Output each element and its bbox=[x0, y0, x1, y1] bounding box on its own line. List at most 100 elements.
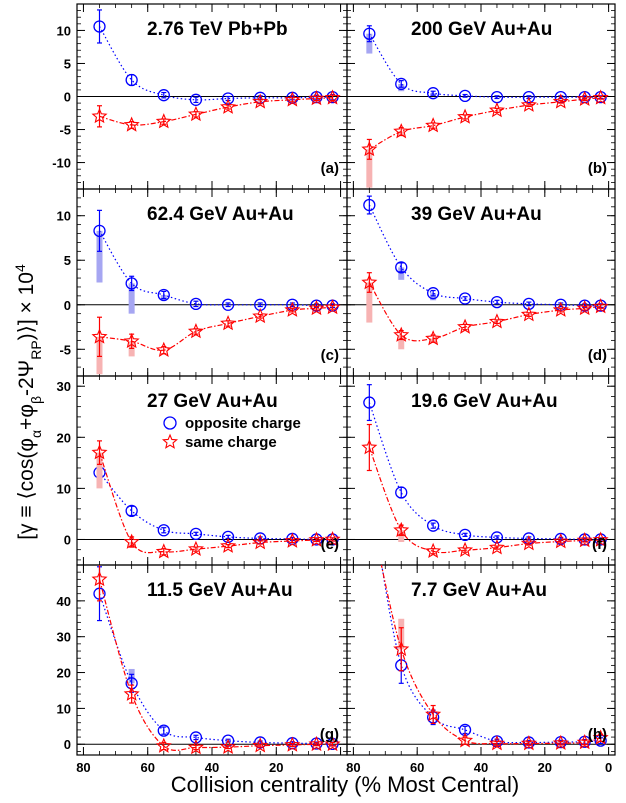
same-charge-point bbox=[592, 89, 609, 105]
panels-group: -10 -5 0 5 10 2.76 TeV Pb+Pb (a) 200 GeV Au+Au (… bbox=[52, 3, 616, 775]
opposite-charge-point bbox=[189, 93, 203, 106]
same-charge-point bbox=[457, 318, 474, 334]
same-syst-band bbox=[398, 530, 405, 543]
panel-label: (f) bbox=[592, 536, 607, 553]
legend: opposite charge same charge bbox=[161, 415, 301, 451]
x-axis-label: Collision centrality (% Most Central) bbox=[171, 772, 519, 797]
opposite-fit-curve bbox=[368, 402, 601, 541]
same-charge-point bbox=[425, 117, 442, 133]
same-charge-point bbox=[123, 685, 140, 701]
same-fit-curve bbox=[99, 97, 333, 126]
x-tick-label: 20 bbox=[269, 760, 283, 775]
opposite-charge-point bbox=[189, 297, 203, 311]
panel-c: -5 0 5 10 62.4 GeV Au+Au (c) bbox=[57, 188, 348, 377]
x-tick-label: 40 bbox=[474, 760, 488, 775]
same-fit-curve bbox=[369, 97, 601, 150]
same-syst-band bbox=[366, 282, 373, 323]
y-tick-label: 10 bbox=[57, 701, 71, 716]
legend-opposite-marker bbox=[163, 416, 177, 430]
opposite-charge-point bbox=[490, 531, 504, 544]
opposite-charge-point bbox=[458, 723, 472, 737]
panel-label: (a) bbox=[321, 160, 339, 177]
same-charge-point bbox=[123, 332, 140, 349]
opposite-charge-point bbox=[426, 519, 440, 532]
opposite-charge-point bbox=[363, 27, 376, 40]
same-charge-point bbox=[457, 541, 474, 558]
same-charge-point bbox=[552, 734, 569, 750]
same-charge-point bbox=[425, 330, 442, 346]
plot-area bbox=[361, 384, 609, 559]
y-axis-label: [γ ≡ ⟨cos(φα+φβ-2ΨRP)⟩] × 104 bbox=[12, 264, 44, 540]
same-charge-point bbox=[220, 315, 237, 331]
same-charge-point bbox=[220, 98, 237, 114]
same-charge-point bbox=[220, 537, 237, 553]
opposite-syst-band bbox=[430, 293, 437, 301]
opposite-charge-point bbox=[157, 89, 170, 102]
panel-title: 7.7 GeV Au+Au bbox=[411, 580, 547, 601]
panel-title: 200 GeV Au+Au bbox=[411, 19, 552, 40]
panel-f: 19.6 GeV Au+Au (f) bbox=[346, 375, 616, 566]
opposite-syst-band bbox=[366, 33, 373, 54]
plot-area bbox=[91, 440, 341, 559]
same-fit-curve bbox=[98, 579, 333, 751]
opposite-charge-point bbox=[125, 73, 138, 87]
opposite-syst-band bbox=[398, 267, 405, 280]
same-charge-point bbox=[308, 735, 325, 752]
same-charge-point bbox=[576, 734, 593, 750]
same-charge-point bbox=[324, 89, 341, 105]
plot-area bbox=[91, 209, 341, 375]
legend-same-marker bbox=[161, 433, 179, 449]
same-charge-point bbox=[155, 543, 172, 559]
same-charge-point bbox=[592, 531, 609, 547]
same-syst-band bbox=[366, 149, 373, 188]
same-charge-point bbox=[361, 274, 378, 290]
x-tick-label: 60 bbox=[140, 760, 154, 775]
y-tick-label: -5 bbox=[59, 342, 71, 357]
same-fit-curve bbox=[98, 452, 333, 554]
panel-title: 27 GeV Au+Au bbox=[147, 391, 278, 412]
y-tick-label: 0 bbox=[64, 737, 71, 752]
same-charge-point bbox=[425, 542, 442, 559]
same-charge-point bbox=[155, 341, 172, 357]
opposite-charge-point bbox=[395, 486, 408, 499]
same-charge-point bbox=[308, 299, 325, 316]
opposite-charge-point bbox=[395, 77, 408, 91]
same-charge-point bbox=[187, 739, 204, 755]
same-charge-point bbox=[520, 96, 537, 112]
plot-area bbox=[361, 25, 609, 188]
same-charge-point bbox=[576, 299, 593, 316]
same-syst-band bbox=[96, 452, 103, 489]
same-charge-point bbox=[552, 301, 569, 317]
y-tick-label: -5 bbox=[59, 123, 71, 138]
plot-area bbox=[91, 9, 341, 132]
panel-label: (d) bbox=[588, 347, 607, 364]
panel-label: (b) bbox=[588, 160, 607, 177]
same-charge-point bbox=[155, 113, 172, 129]
opposite-charge-point bbox=[157, 288, 170, 302]
panel-label: (e) bbox=[321, 536, 339, 553]
opposite-charge-point bbox=[458, 89, 472, 102]
same-charge-point bbox=[393, 521, 410, 538]
opposite-fit-curve bbox=[98, 230, 333, 307]
same-charge-point bbox=[91, 444, 108, 460]
panel-label: (g) bbox=[320, 726, 339, 743]
legend-opposite-label: opposite charge bbox=[185, 415, 301, 432]
opposite-charge-point bbox=[125, 277, 138, 290]
same-charge-point bbox=[91, 107, 108, 124]
y-tick-label: 10 bbox=[57, 23, 71, 38]
same-charge-point bbox=[324, 299, 341, 315]
same-charge-point bbox=[361, 140, 378, 157]
y-tick-label: 0 bbox=[64, 298, 71, 313]
y-tick-label: 5 bbox=[64, 253, 71, 268]
opposite-charge-point bbox=[254, 736, 267, 749]
same-charge-point bbox=[308, 531, 325, 547]
same-charge-point bbox=[123, 116, 140, 132]
panel-b: 200 GeV Au+Au (b) bbox=[346, 3, 616, 190]
opposite-charge-point bbox=[458, 292, 472, 305]
same-charge-point bbox=[393, 640, 410, 657]
opposite-syst-band bbox=[96, 230, 103, 283]
x-tick-label: 20 bbox=[538, 760, 552, 775]
panel-label: (c) bbox=[321, 347, 339, 364]
panel-label: (h) bbox=[588, 726, 607, 743]
same-charge-point bbox=[457, 108, 474, 124]
